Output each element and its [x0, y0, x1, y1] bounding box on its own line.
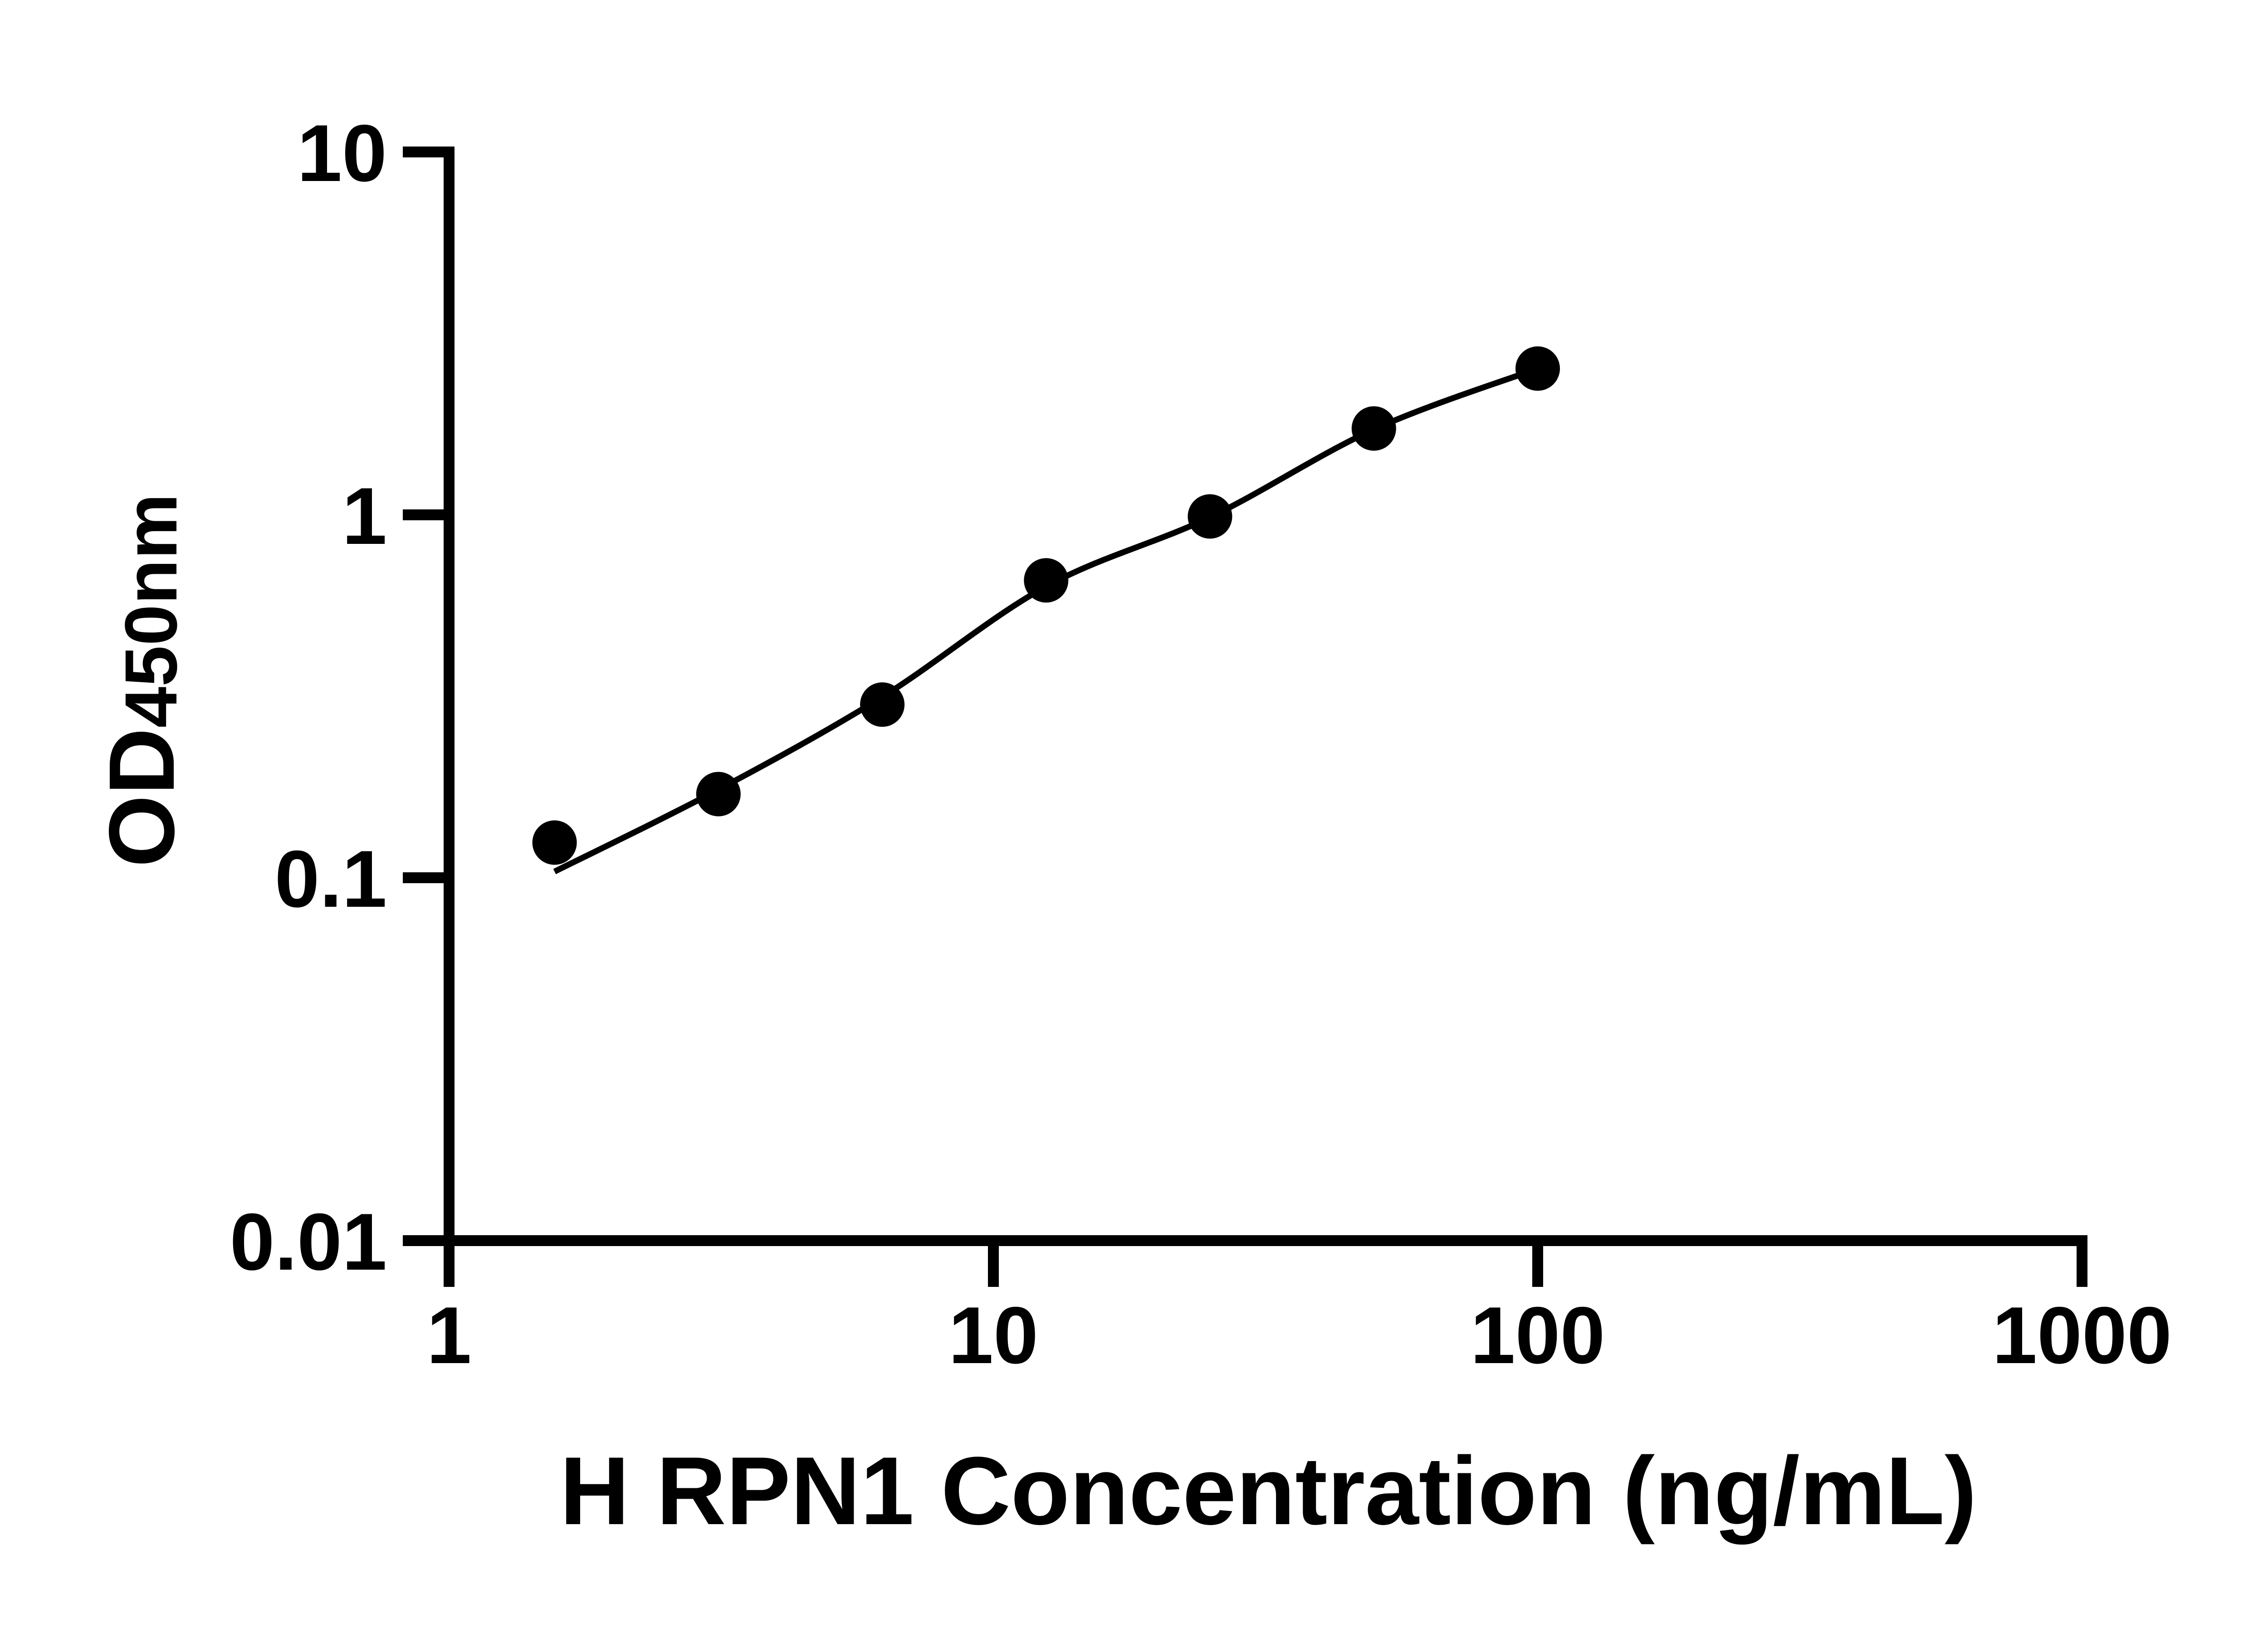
- axes-group: [403, 147, 2087, 1287]
- x-tick-label: 1000: [1992, 1290, 2172, 1380]
- y-tick-label: 0.1: [275, 834, 387, 924]
- data-point: [532, 820, 577, 865]
- data-point: [1188, 494, 1232, 539]
- x-tick-label: 1: [427, 1290, 472, 1380]
- y-tick-label: 10: [297, 108, 387, 198]
- data-point: [1515, 346, 1560, 391]
- data-point: [696, 772, 741, 816]
- x-axis-title: H RPN1 Concentration (ng/mL): [560, 1437, 1977, 1545]
- y-axis-title-subscript: 450nm: [109, 494, 192, 728]
- data-points-group: [532, 346, 1560, 865]
- data-point: [1024, 558, 1069, 603]
- x-tick-label: 100: [1471, 1290, 1605, 1380]
- data-point: [860, 682, 905, 727]
- data-point: [1351, 406, 1396, 451]
- y-tick-label: 0.01: [230, 1197, 387, 1287]
- tick-labels-group: 0.01 0.1 1 10 1 10 100 1000: [230, 108, 2172, 1380]
- y-axis-title-main: OD: [90, 728, 194, 867]
- x-tick-label: 10: [948, 1290, 1038, 1380]
- y-tick-label: 1: [342, 471, 387, 561]
- y-axis-title: OD450nm: [90, 494, 194, 867]
